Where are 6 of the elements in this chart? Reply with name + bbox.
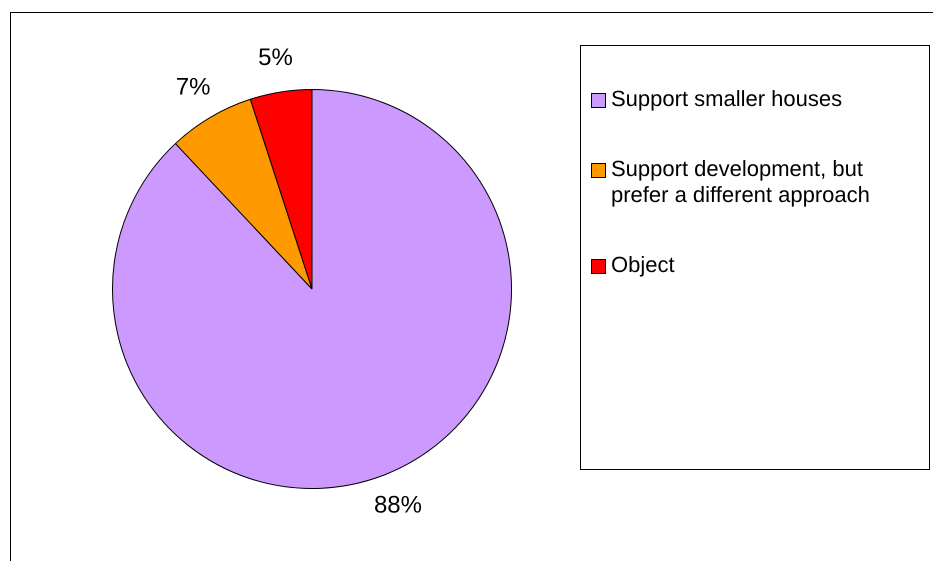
data-label: 88% xyxy=(374,492,422,519)
data-label: 5% xyxy=(258,44,293,71)
legend-label: Support smaller houses xyxy=(611,86,842,112)
legend-label: Object xyxy=(611,252,675,278)
data-label: 7% xyxy=(176,74,210,101)
legend-label: Support development, but prefer a different approach xyxy=(611,156,871,208)
